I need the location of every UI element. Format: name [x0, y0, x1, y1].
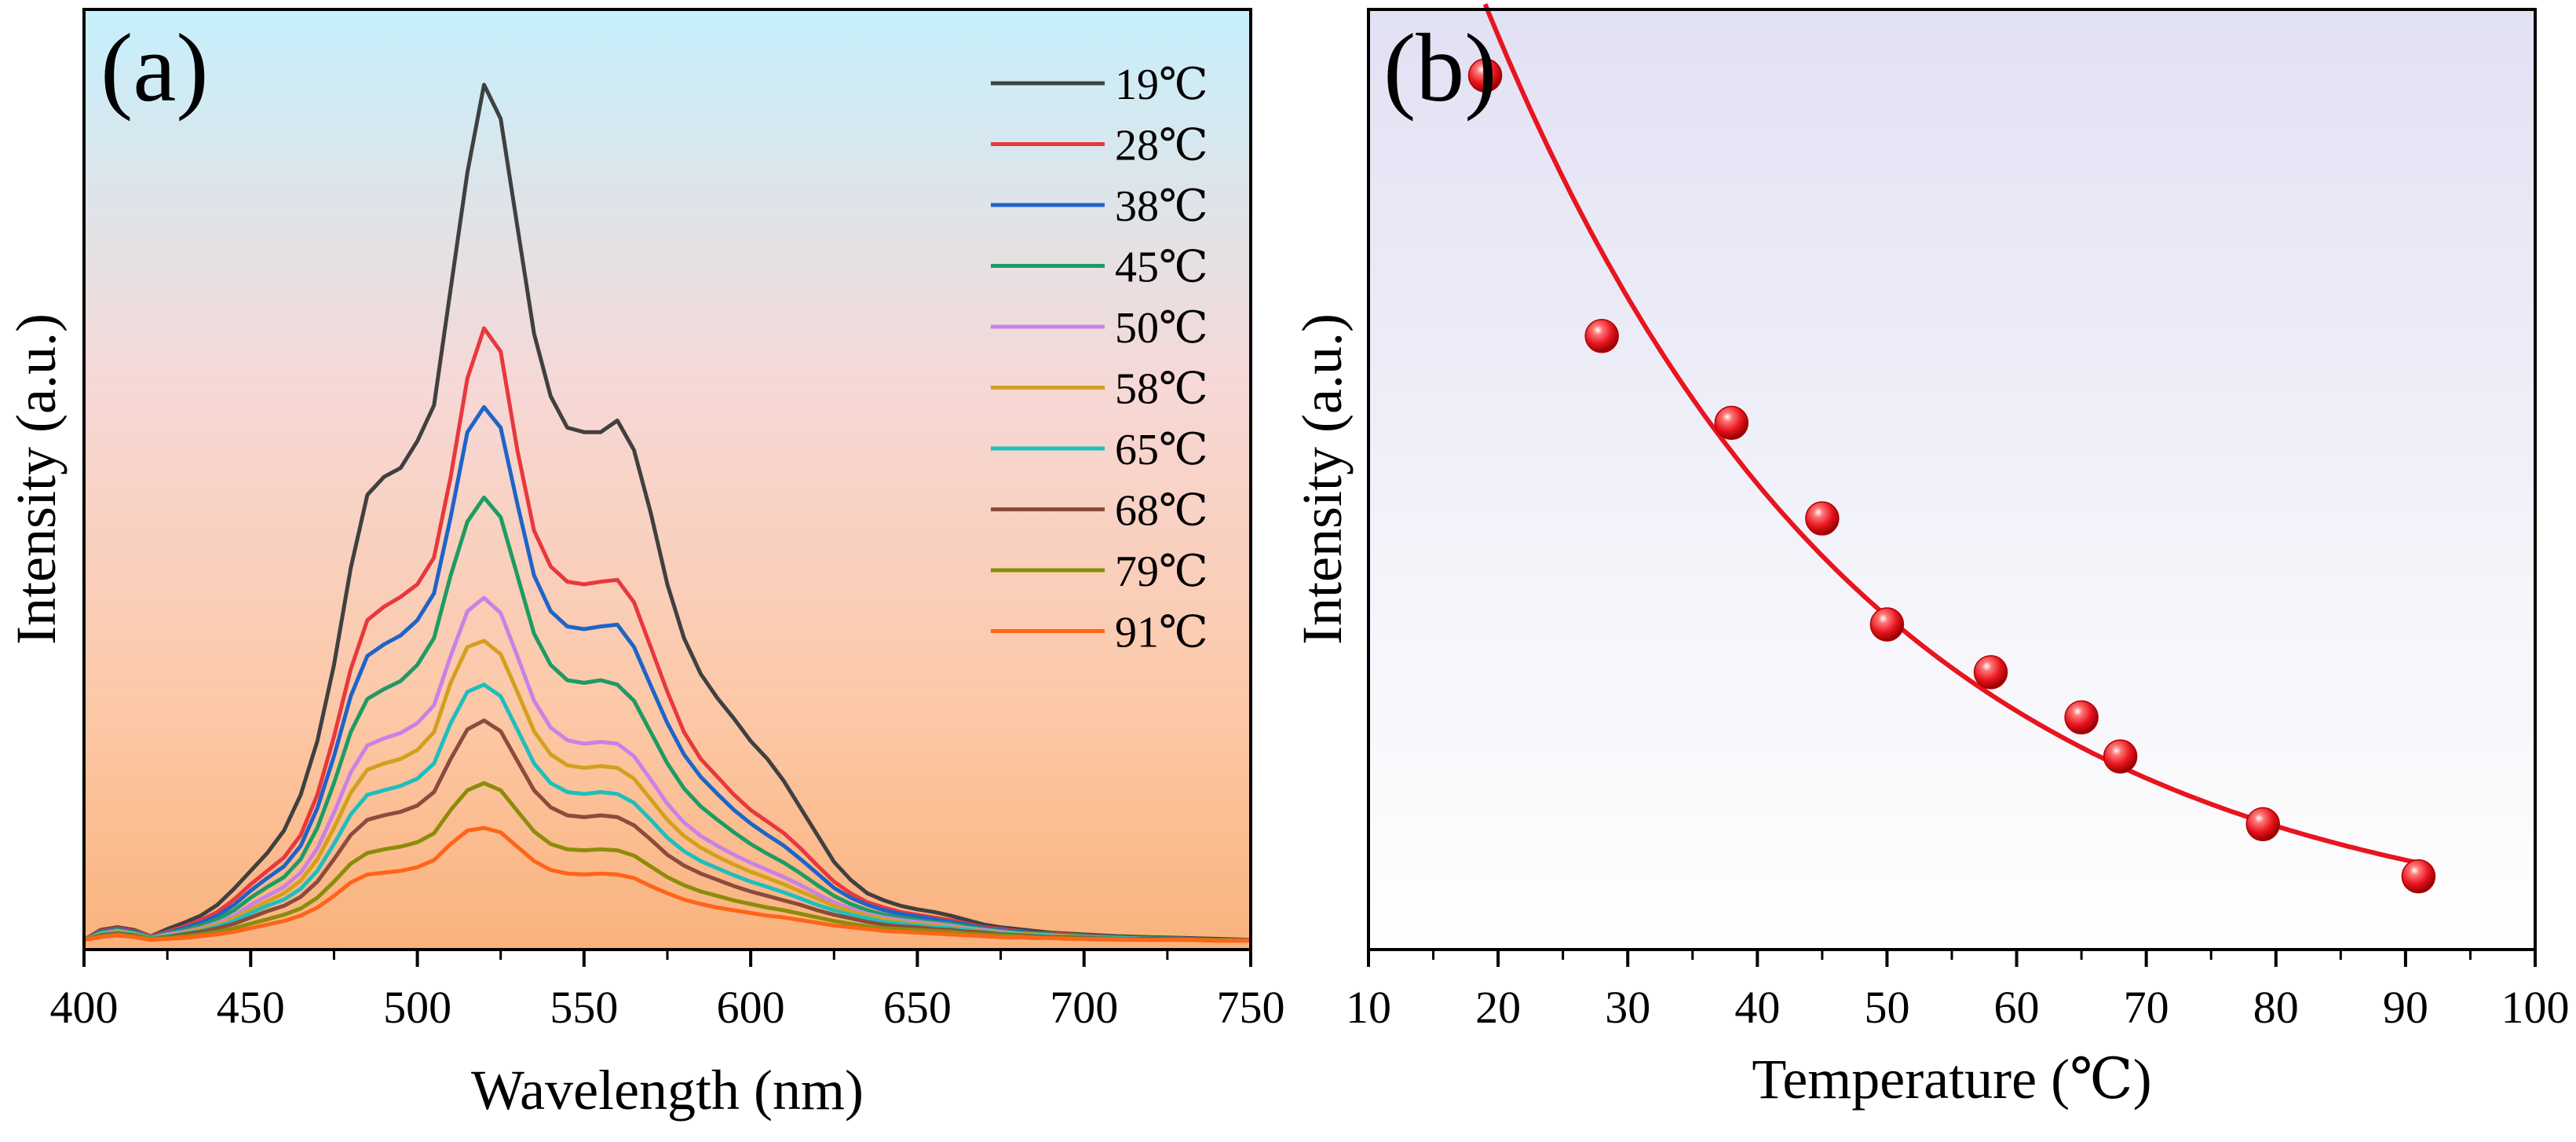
x-tick-label-450: 450	[217, 982, 285, 1033]
panel-a-x-axis-label: Wavelength (nm)	[471, 1059, 864, 1122]
x-tick-label-20: 20	[1475, 982, 1521, 1033]
panel-a-plot-background	[84, 9, 1251, 950]
data-point-68	[2103, 739, 2138, 774]
data-point-65	[2064, 700, 2099, 735]
legend-label-50: 50℃	[1115, 304, 1208, 353]
x-tick-label-70: 70	[2124, 982, 2169, 1033]
x-tick-label-60: 60	[1994, 982, 2040, 1033]
panel-b-x-axis-label: Temperature (℃)	[1752, 1048, 2151, 1111]
panel-a-curves	[82, 82, 1251, 943]
legend-label-45: 45℃	[1115, 243, 1208, 292]
legend-label-19: 19℃	[1115, 60, 1208, 109]
panel-a-label: (a)	[100, 14, 209, 122]
data-point-38	[1714, 405, 1749, 441]
x-tick-label-600: 600	[717, 982, 785, 1033]
x-tick-label-550: 550	[550, 982, 618, 1033]
legend-label-58: 58℃	[1115, 365, 1208, 414]
panel-b-plot-background	[1368, 9, 2535, 950]
panel-b-x-ticks: 10 20 30 40 50 60 70 80 90 100	[1346, 950, 2570, 1033]
panel-a-y-axis-label: Intensity (a.u.)	[5, 313, 68, 645]
data-point-45	[1805, 501, 1840, 536]
data-point-28	[1584, 319, 1619, 353]
x-tick-label-100: 100	[2501, 982, 2570, 1033]
x-tick-label-30: 30	[1605, 982, 1650, 1033]
panel-a: 400 450 500 550 600 650 700 750 19℃ 28℃ 38℃ 45℃ 50℃…	[5, 8, 1285, 1122]
x-tick-label-10: 10	[1346, 982, 1391, 1033]
x-tick-label-40: 40	[1734, 982, 1780, 1033]
legend-label-79: 79℃	[1115, 547, 1208, 596]
data-point-58	[1973, 655, 2008, 690]
panel-a-x-ticks: 400 450 500 550 600 650 700 750	[50, 950, 1285, 1033]
legend-label-68: 68℃	[1115, 487, 1208, 536]
x-tick-label-400: 400	[50, 982, 119, 1033]
x-tick-label-90: 90	[2383, 982, 2428, 1033]
x-tick-label-650: 650	[883, 982, 952, 1033]
legend-label-28: 28℃	[1115, 122, 1208, 170]
series-line-91	[83, 825, 1251, 943]
legend-label-38: 38℃	[1115, 182, 1208, 231]
data-point-79	[2245, 807, 2281, 842]
x-tick-label-50: 50	[1864, 982, 1909, 1033]
x-tick-label-80: 80	[2253, 982, 2299, 1033]
panel-b-data-points	[1467, 58, 2436, 894]
legend-label-91: 91℃	[1115, 609, 1208, 657]
panel-b-label: (b)	[1383, 14, 1497, 122]
x-tick-label-700: 700	[1050, 982, 1118, 1033]
panel-b-y-axis-label: Intensity (a.u.)	[1291, 313, 1354, 645]
data-point-19	[1467, 58, 1503, 93]
data-point-91	[2401, 858, 2436, 894]
x-tick-label-500: 500	[383, 982, 451, 1033]
legend-label-65: 65℃	[1115, 426, 1208, 474]
x-tick-label-750: 750	[1217, 982, 1285, 1033]
series-line-19	[82, 82, 1251, 943]
panel-b: 10 20 30 40 50 60 70 80 90 100 (b) Temperature (℃…	[1291, 3, 2570, 1111]
panel-a-legend: 19℃ 28℃ 38℃ 45℃ 50℃ 58℃ 65℃ 68℃ 79℃ 91℃	[991, 60, 1208, 657]
data-point-50	[1869, 607, 1905, 642]
